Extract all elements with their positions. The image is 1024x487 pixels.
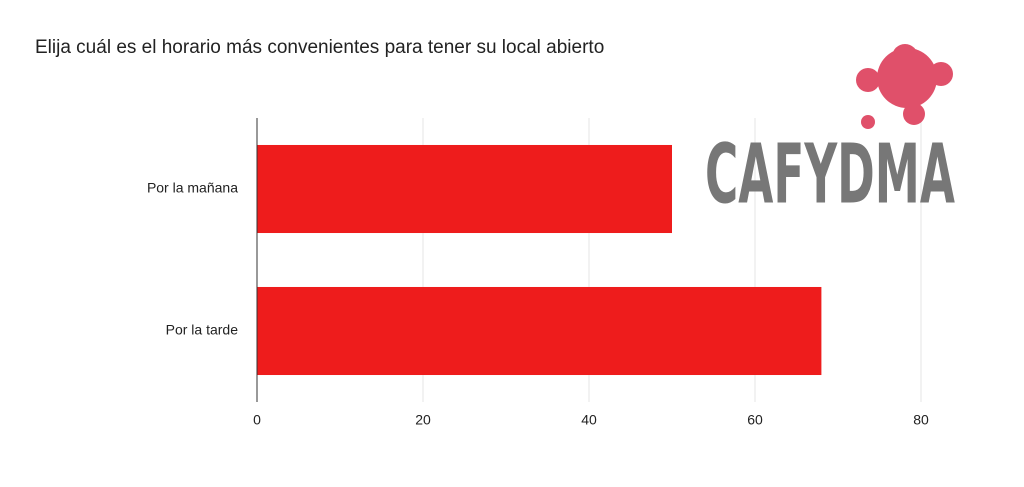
logo-text: CAFYDMA	[705, 127, 955, 222]
logo-dot	[903, 103, 925, 125]
x-tick-label: 60	[747, 412, 763, 428]
x-tick-label: 0	[253, 412, 261, 428]
y-tick-label: Por la mañana	[147, 180, 238, 196]
x-tick-label: 20	[415, 412, 431, 428]
bar	[257, 144, 672, 234]
logo-dot	[892, 44, 918, 70]
logo-dot	[861, 115, 875, 129]
logo-dot	[856, 68, 880, 92]
x-tick-label: 40	[581, 412, 597, 428]
y-tick-label: Por la tarde	[166, 322, 239, 338]
logo: CAFYDMA	[705, 44, 955, 222]
logo-dot	[877, 48, 937, 108]
logo-dot	[929, 62, 953, 86]
plot-area: 0 20 40 60 80 Por la mañana Por la tarde	[147, 118, 929, 428]
chart-title: Elija cuál es el horario más conveniente…	[35, 37, 604, 58]
bar	[257, 286, 822, 376]
x-tick-label: 80	[913, 412, 929, 428]
